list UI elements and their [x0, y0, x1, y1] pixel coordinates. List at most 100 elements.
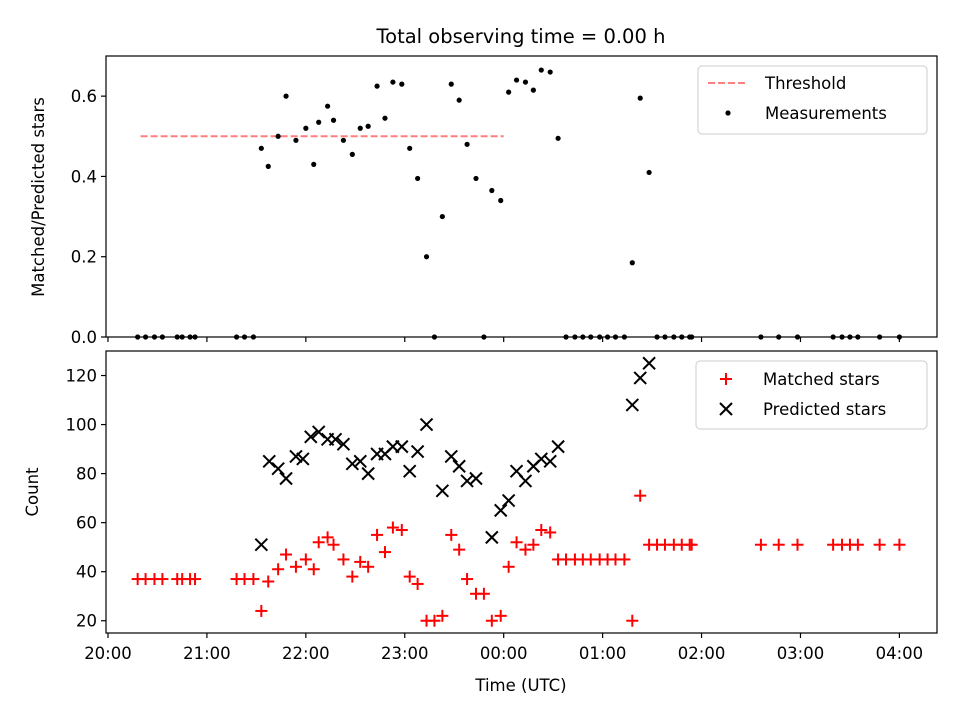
- matched-star-marker: [337, 553, 350, 566]
- matched-star-marker: [395, 524, 408, 537]
- y-tick-label: 40: [76, 563, 97, 582]
- measurement-point: [349, 151, 355, 157]
- x-tick-label: 04:00: [876, 644, 924, 663]
- predicted-star-marker: [444, 449, 458, 464]
- x-tick-label: 22:00: [282, 644, 330, 663]
- matched-star-marker: [189, 573, 202, 586]
- predicted-star-marker: [633, 371, 647, 385]
- y-tick-label: 0.6: [71, 87, 97, 106]
- ratio-plot-frame: [105, 55, 938, 338]
- predicted-star-marker: [296, 452, 310, 466]
- measurement-point: [513, 77, 520, 83]
- matched-legend-swatch: [720, 373, 732, 385]
- predicted-star-marker: [435, 484, 450, 498]
- matched-star-marker: [502, 560, 515, 573]
- predicted-star-marker: [452, 459, 466, 473]
- measurement-point: [629, 260, 635, 266]
- matched-star-marker: [321, 531, 334, 544]
- matched-star-marker: [428, 614, 441, 627]
- predicted-star-marker: [279, 471, 293, 486]
- matched-star-marker: [371, 528, 384, 541]
- measurement-point: [390, 79, 396, 85]
- measurement-point: [473, 175, 479, 182]
- measurement-point: [456, 97, 462, 103]
- matched-star-marker: [754, 538, 767, 551]
- predicted-star-marker: [534, 452, 548, 466]
- predicted-star-marker: [642, 356, 656, 370]
- matched-star-marker: [544, 526, 557, 539]
- predicted-star-marker: [271, 461, 285, 476]
- measurement-point: [555, 135, 561, 141]
- matched-star-marker: [510, 536, 523, 549]
- x-tick-label: 03:00: [777, 644, 825, 663]
- matched-star-marker: [519, 543, 532, 556]
- matched-star-marker: [346, 570, 359, 583]
- count-y-axis: 20 40 60 80 100 120: [66, 367, 106, 631]
- predicted-star-marker: [543, 454, 557, 469]
- matched-star-marker: [461, 573, 474, 586]
- y-tick-label: 20: [76, 612, 97, 631]
- matched-star-marker: [280, 548, 293, 561]
- y-tick-label: 60: [76, 514, 97, 533]
- predicted-star-marker: [304, 430, 318, 444]
- measurement-point: [265, 163, 271, 169]
- y-tick-label: 100: [66, 416, 98, 435]
- measurements-legend-swatch: [725, 110, 731, 116]
- predicted-star-marker: [485, 530, 499, 545]
- measurement-point: [547, 69, 553, 75]
- measurement-point: [303, 125, 309, 131]
- matched-star-marker: [362, 560, 375, 573]
- matched-star-marker: [327, 538, 340, 551]
- threshold-legend-label: Threshold: [764, 74, 846, 93]
- matched-star-marker: [485, 614, 498, 627]
- matched-legend-label: Matched stars: [763, 370, 880, 389]
- matched-star-marker: [527, 538, 540, 551]
- predicted-star-marker: [262, 454, 276, 469]
- matched-star-marker: [453, 543, 466, 556]
- predicted-star-marker: [328, 432, 343, 446]
- y-tick-label: 80: [76, 465, 97, 484]
- count-panel: 20 40 60 80 100 120 20:00 21:00 22:00 23:00 00:00…: [23, 350, 938, 695]
- predicted-star-marker: [469, 471, 483, 486]
- matched-star-marker: [289, 560, 302, 573]
- matched-star-marker: [477, 587, 490, 600]
- matched-star-marker: [312, 536, 325, 549]
- measurement-point: [283, 93, 289, 99]
- measurement-point: [330, 117, 337, 123]
- matched-star-marker: [893, 538, 906, 551]
- ratio-y-axis-label: Matched/Predicted stars: [29, 97, 48, 297]
- measurement-point: [538, 67, 544, 73]
- measurement-point: [407, 145, 413, 151]
- x-tick-label: 02:00: [678, 644, 726, 663]
- ratio-legend: Threshold Measurements: [697, 65, 928, 135]
- predicted-star-marker: [345, 457, 360, 471]
- measurement-point: [340, 137, 347, 143]
- x-tick-label: 01:00: [579, 644, 627, 663]
- predicted-star-marker: [361, 466, 375, 481]
- predicted-star-marker: [395, 439, 409, 454]
- matched-star-marker: [307, 563, 320, 576]
- count-marks: [131, 356, 906, 627]
- matched-star-marker: [535, 524, 548, 537]
- count-plot-frame: [105, 350, 938, 634]
- x-axis-label: Time (UTC): [474, 676, 566, 695]
- matched-star-marker: [156, 573, 169, 586]
- ratio-panel: 0.0 0.2 0.4 0.6 Matched/Predicted stars Thr…: [29, 55, 938, 347]
- matched-star-marker: [272, 563, 285, 576]
- measurements-legend-label: Measurements: [765, 104, 887, 123]
- measurement-point: [374, 83, 380, 89]
- predicted-star-marker: [501, 493, 516, 508]
- matched-star-marker: [445, 528, 458, 541]
- measurement-point: [448, 81, 454, 87]
- measurement-point: [258, 145, 264, 151]
- matched-star-marker: [618, 553, 631, 566]
- matched-star-marker: [436, 609, 449, 622]
- measurement-point: [530, 87, 536, 93]
- count-x-axis: 20:00 21:00 22:00 23:00 00:00 01:00 02:00 03:00…: [84, 633, 923, 663]
- y-tick-label: 0.4: [71, 167, 97, 186]
- count-legend-box: [695, 360, 928, 430]
- x-tick-label: 00:00: [480, 644, 528, 663]
- predicted-star-marker: [518, 474, 533, 488]
- measurement-point: [365, 123, 371, 129]
